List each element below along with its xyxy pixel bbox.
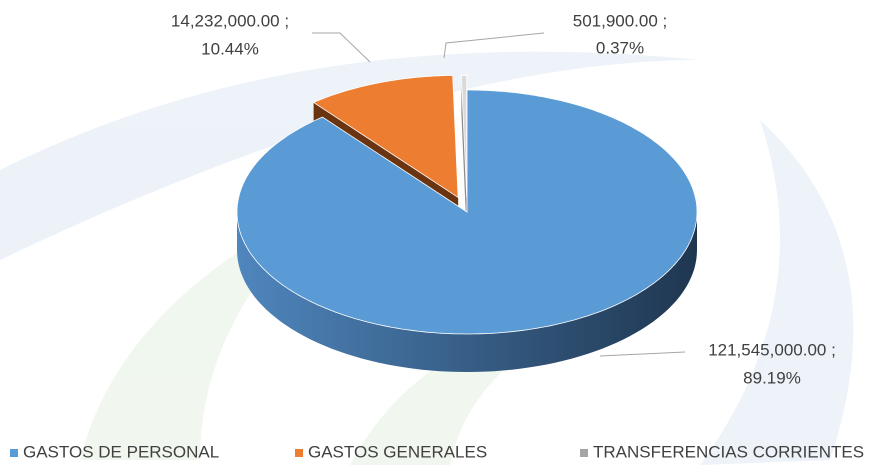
legend-label: GASTOS DE PERSONAL: [23, 442, 219, 461]
data-label: 10.44%: [201, 39, 259, 58]
data-label: 121,545,000.00 ;: [708, 340, 836, 359]
data-label: 89.19%: [743, 368, 801, 387]
legend: GASTOS DE PERSONAL GASTOS GENERALES TRANSF…: [10, 442, 864, 461]
legend-swatch: [295, 449, 303, 457]
chart: 14,232,000.00 ; 10.44% 501,900.00 ; 0.37…: [0, 0, 887, 465]
leader-line: [312, 33, 370, 62]
data-label: 14,232,000.00 ;: [171, 11, 289, 30]
legend-swatch: [10, 449, 18, 457]
leader-line: [600, 352, 685, 356]
data-label: 501,900.00 ;: [573, 11, 668, 30]
legend-label: TRANSFERENCIAS CORRIENTES: [593, 442, 864, 461]
legend-label: GASTOS GENERALES: [308, 442, 487, 461]
data-label: 0.37%: [596, 38, 644, 57]
slice: [461, 76, 466, 198]
legend-swatch: [580, 449, 588, 457]
